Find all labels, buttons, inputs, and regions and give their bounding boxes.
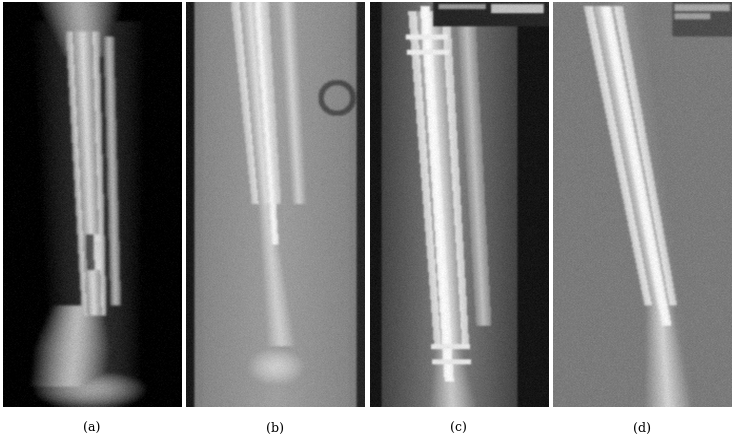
Text: (a): (a) [84,421,101,434]
Text: (b): (b) [266,421,284,434]
Text: (d): (d) [633,421,651,434]
Text: (c): (c) [450,421,467,434]
